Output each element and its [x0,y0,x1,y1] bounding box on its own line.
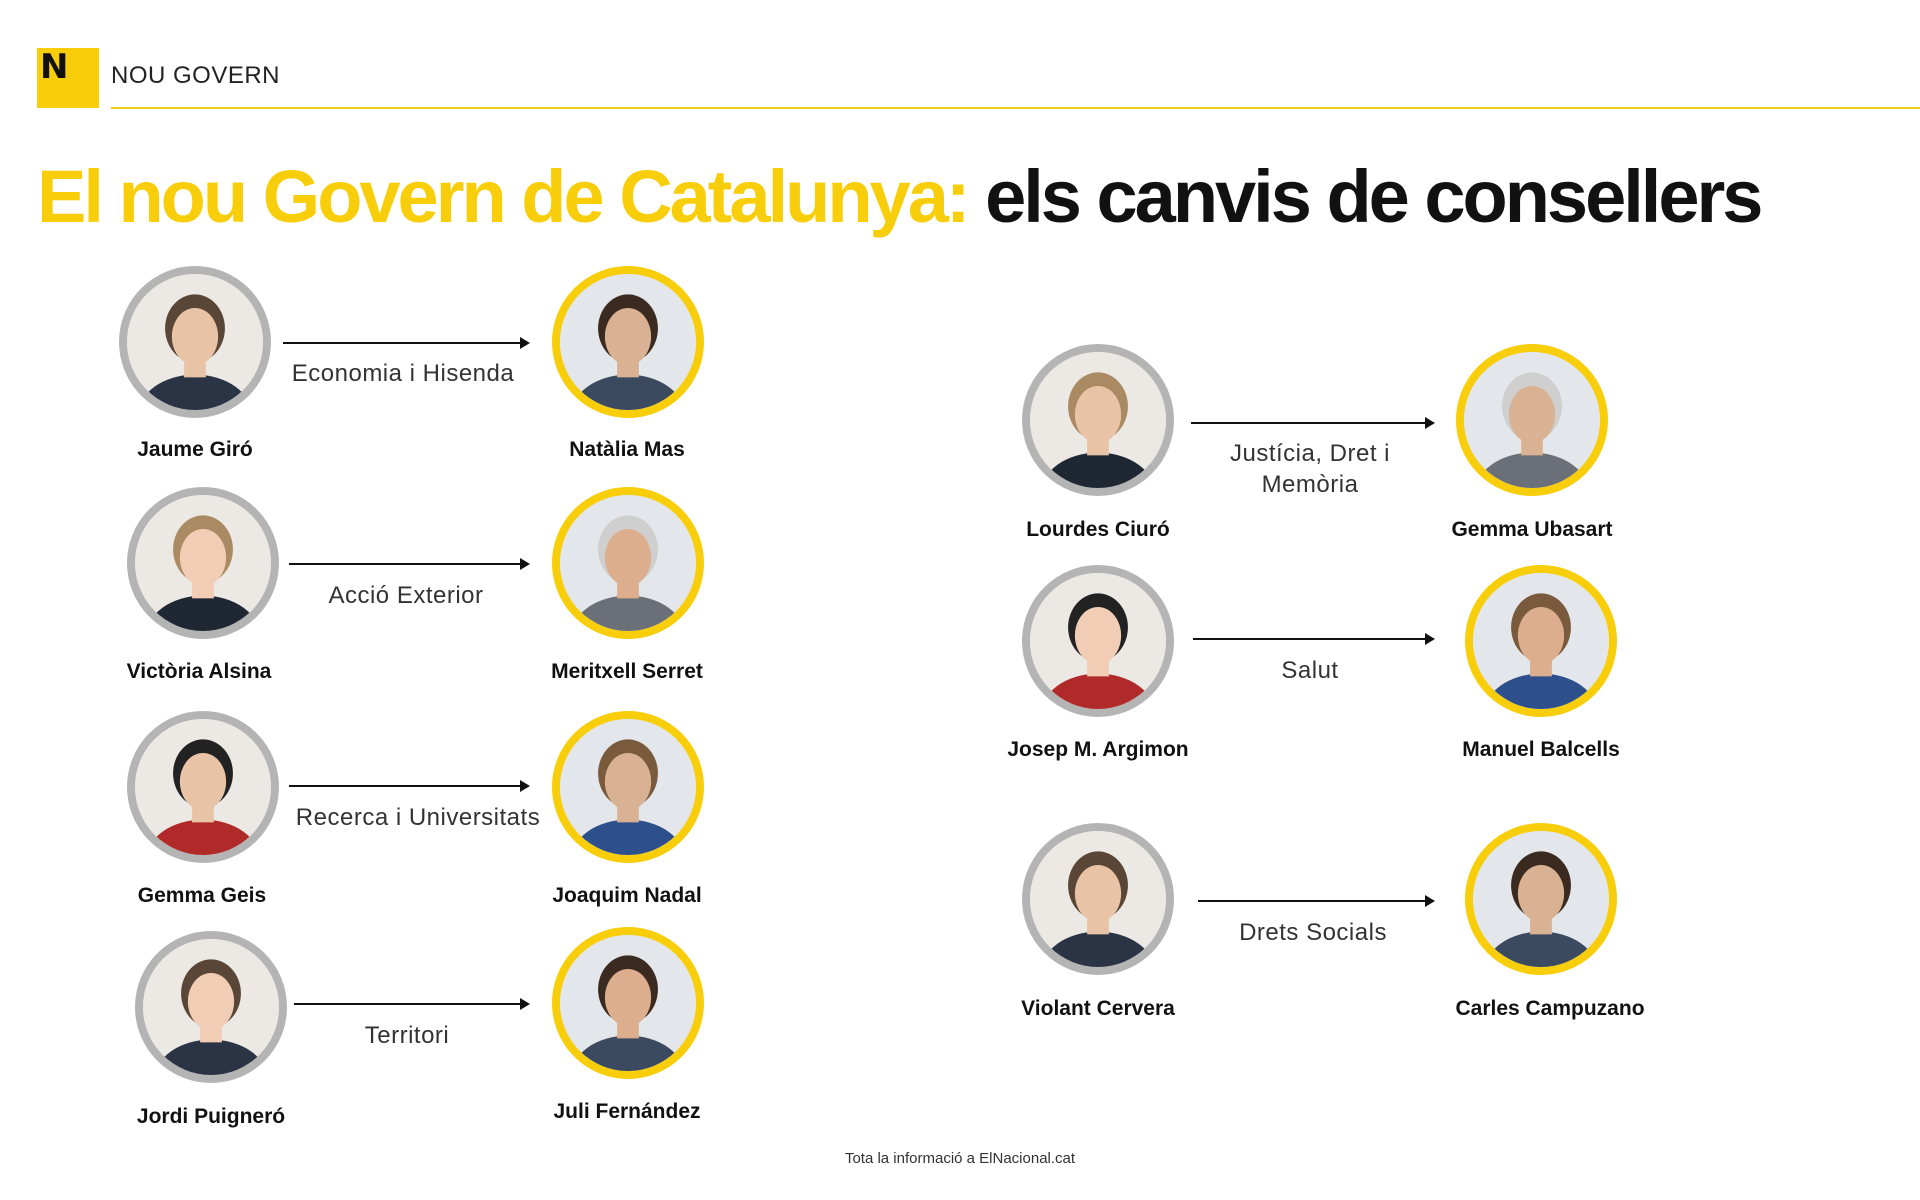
portrait-icon [143,939,279,1075]
portrait-icon [1030,831,1166,967]
portrait-icon [1473,573,1609,709]
title-rest: els canvis de consellers [967,155,1763,238]
incoming-name: Carles Campuzano [1455,997,1645,1020]
department-label: Territori [364,1022,450,1049]
portrait-icon [135,719,271,855]
portrait-icon [135,495,271,631]
incoming-name: Gemma Ubasart [1451,518,1613,541]
outgoing-name: Jordi Puigneró [136,1105,286,1128]
incoming-portrait [552,487,704,639]
incoming-portrait [552,927,704,1079]
portrait-icon [560,495,696,631]
incoming-portrait [1465,823,1617,975]
incoming-name: Juli Fernández [553,1100,701,1123]
department-label: Justícia, Dret i Memòria [1229,440,1391,498]
outgoing-portrait [1022,344,1174,496]
outgoing-portrait [135,931,287,1083]
incoming-portrait [552,711,704,863]
department-label: Salut [1281,657,1339,684]
logo-letter: N [40,47,69,87]
incoming-portrait [1456,344,1608,496]
portrait-icon [560,719,696,855]
arrow-icon [283,337,530,349]
outgoing-portrait [127,711,279,863]
arrow-icon [1198,895,1435,907]
incoming-portrait [552,266,704,418]
incoming-name: Meritxell Serret [551,660,703,683]
department-label: Economia i Hisenda [291,360,515,387]
portrait-icon [1473,831,1609,967]
section-label[interactable]: NOU GOVERN [111,62,281,89]
outgoing-name: Violant Cervera [1021,997,1175,1020]
incoming-name: Joaquim Nadal [552,884,702,907]
outgoing-name: Victòria Alsina [126,660,272,683]
outgoing-name: Lourdes Ciuró [1026,518,1170,541]
outgoing-name: Josep M. Argimon [1007,738,1189,761]
department-label: Recerca i Universitats [295,804,541,831]
outgoing-portrait [1022,565,1174,717]
incoming-name: Manuel Balcells [1462,738,1620,761]
outgoing-portrait [119,266,271,418]
incoming-name: Natàlia Mas [569,438,685,461]
outgoing-name: Gemma Geis [137,884,267,907]
portrait-icon [1030,573,1166,709]
footer-credit[interactable]: Tota la informació a ElNacional.cat [844,1150,1076,1167]
outgoing-portrait [1022,823,1174,975]
page-title: El nou Govern de Catalunya: els canvis d… [37,155,1763,238]
department-label: Drets Socials [1239,919,1387,946]
arrow-icon [1191,417,1435,429]
portrait-icon [560,274,696,410]
portrait-icon [560,935,696,1071]
portrait-icon [1030,352,1166,488]
header-divider [111,107,1920,109]
outgoing-name: Jaume Giró [137,438,253,461]
department-label: Acció Exterior [328,582,484,609]
arrow-icon [294,998,530,1010]
arrow-icon [1193,633,1435,645]
title-highlight: El nou Govern de Catalunya: [37,155,971,238]
arrow-icon [289,558,530,570]
portrait-icon [1464,352,1600,488]
brand-logo[interactable]: N [37,48,99,108]
incoming-portrait [1465,565,1617,717]
portrait-icon [127,274,263,410]
arrow-icon [289,780,530,792]
outgoing-portrait [127,487,279,639]
